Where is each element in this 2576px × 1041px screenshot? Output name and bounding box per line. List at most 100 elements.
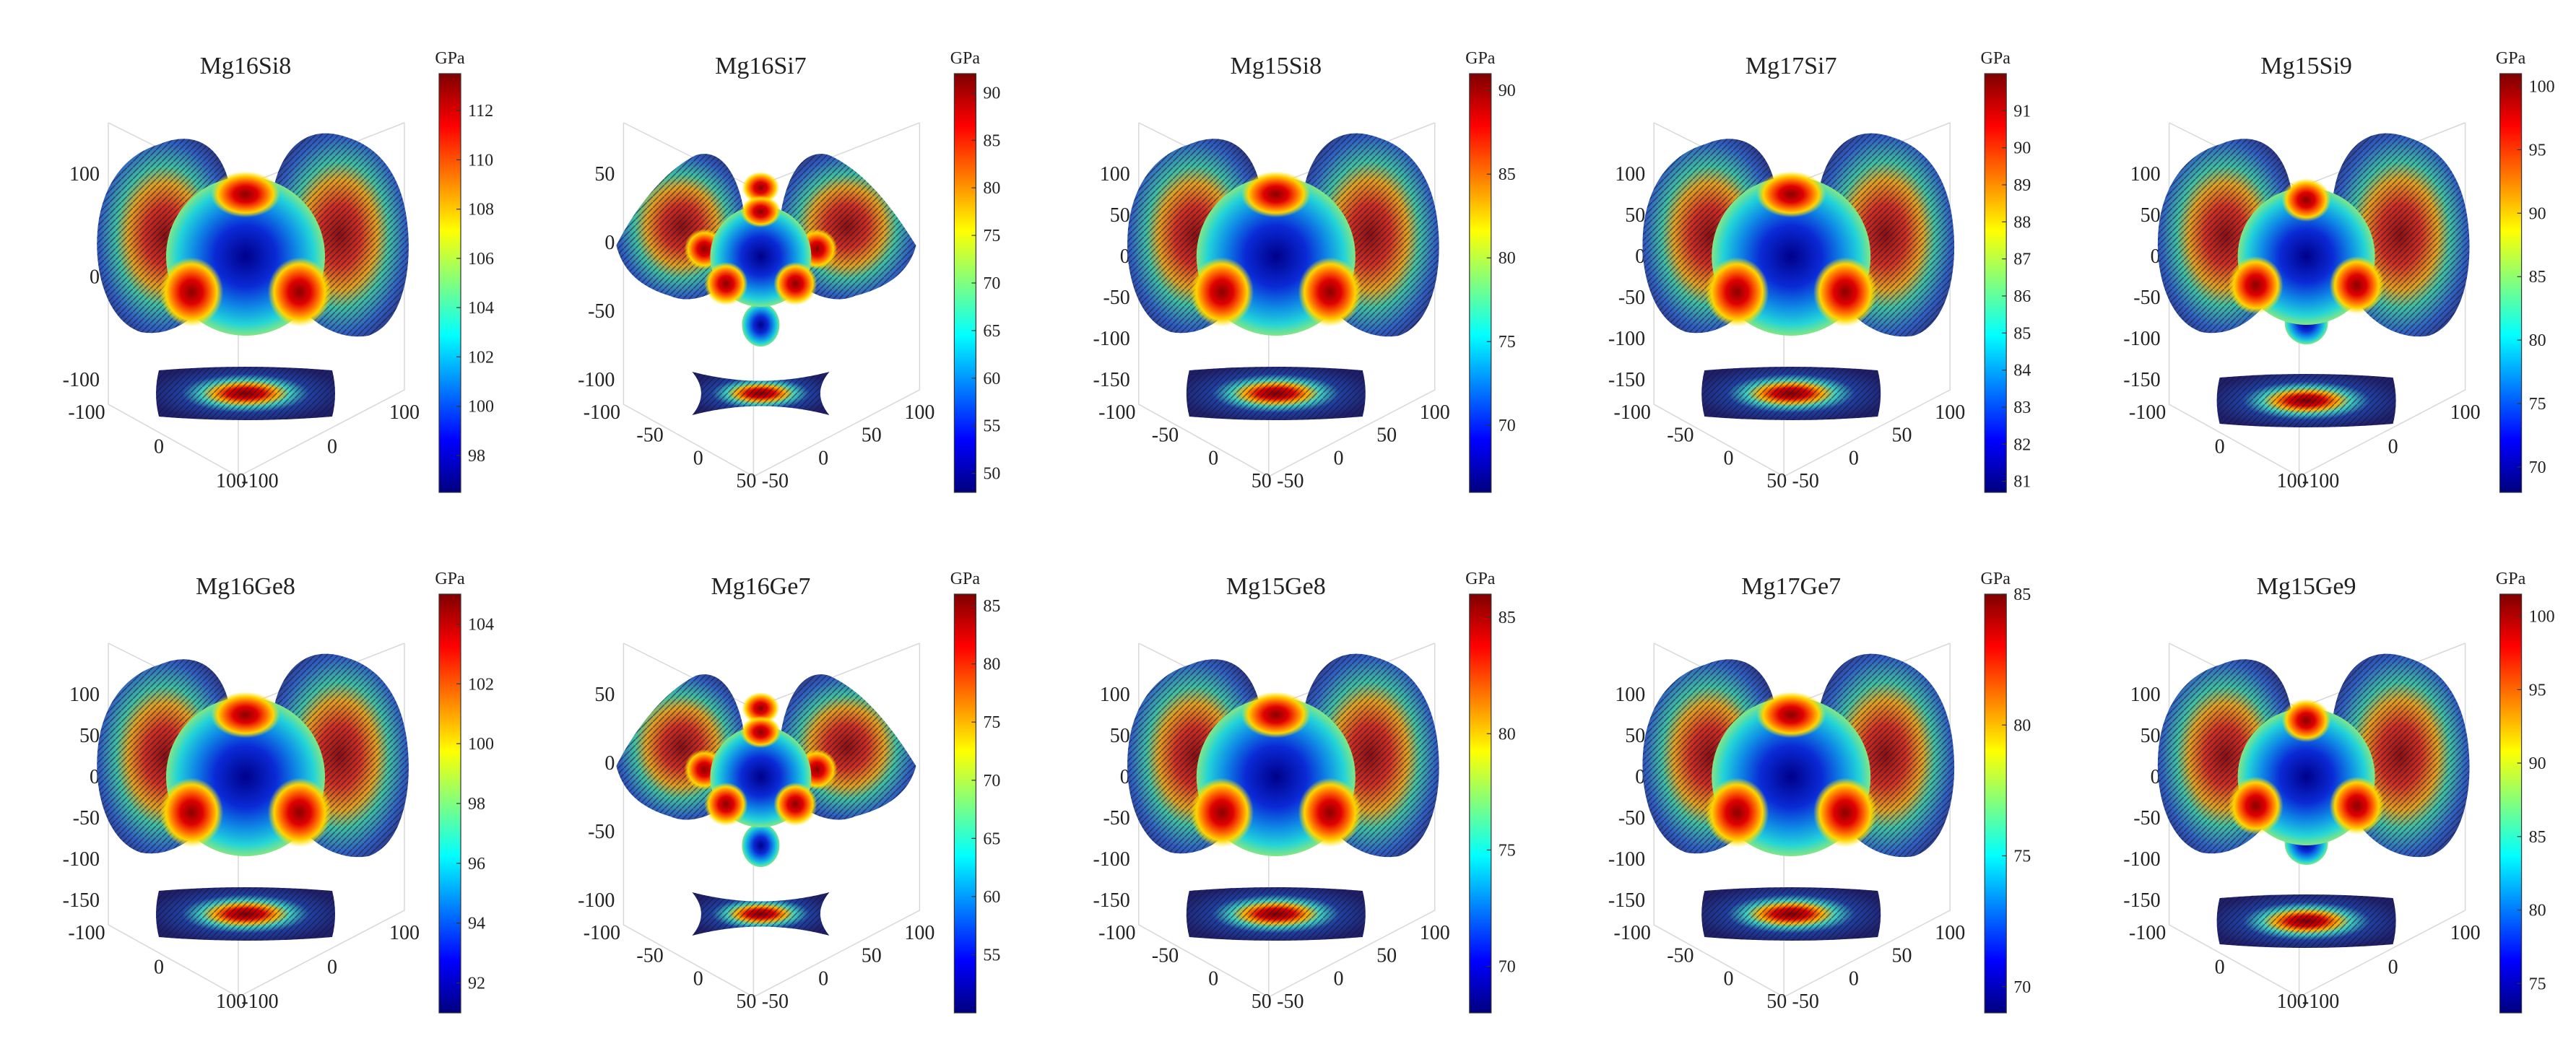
z-tick-label: -150 — [1608, 369, 1645, 391]
x-tick-label: 100 — [216, 990, 246, 1013]
colorbar-tick-label: 98 — [468, 447, 485, 466]
colorbar-tick-label: 106 — [468, 250, 494, 269]
y-tick-label: 100 — [2450, 922, 2481, 944]
z-tick-label: 100 — [1100, 684, 1130, 706]
x-tick-label: -100 — [1614, 922, 1651, 944]
panel-Mg15Ge8: 100500-50-100-150-100-50050100500-50Mg15… — [1093, 570, 1516, 1014]
z-tick-label: -50 — [1103, 807, 1129, 829]
x-tick-label: -100 — [2129, 922, 2166, 944]
y-tick-label: 100 — [1935, 922, 1965, 944]
y-tick-label: 0 — [1333, 447, 1343, 469]
colorbar-tick-label: 89 — [2013, 176, 2031, 195]
colorbar-tick-label: 70 — [1499, 417, 1516, 435]
panel-Mg15Si9: 100500-50-100-150-10001001000-100Mg15Si9… — [2123, 49, 2555, 493]
colorbar-tick-label: 85 — [1499, 165, 1516, 184]
bottom-projection — [1701, 887, 1881, 941]
colorbar-tick-label: 50 — [983, 465, 1000, 484]
z-tick-label: -100 — [2123, 848, 2160, 871]
colorbar-tick-label: 88 — [2013, 213, 2031, 232]
x-tick-label: -100 — [584, 401, 620, 424]
colorbar-tick-label: 104 — [468, 615, 494, 634]
colorbar-tick-label: 75 — [1499, 841, 1516, 860]
colorbar-unit: GPa — [950, 570, 981, 588]
x-tick-label: -50 — [1152, 945, 1179, 967]
surface-3d — [1190, 171, 1362, 336]
panel-title: Mg17Si7 — [1745, 53, 1837, 79]
colorbar: GPa 55 60 65 70 75 80 85 — [950, 570, 1000, 1014]
y-tick-label: 100 — [904, 401, 934, 424]
surface-3d — [1705, 692, 1877, 856]
z-tick-label: -50 — [1618, 287, 1645, 309]
y-tick-label: -50 — [762, 990, 789, 1013]
y-tick-label: 100 — [904, 922, 934, 944]
x-tick-label: 0 — [154, 436, 164, 458]
y-tick-label: 50 — [862, 424, 882, 447]
colorbar-tick-label: 91 — [2013, 102, 2031, 121]
bottom-projection — [1186, 887, 1366, 941]
colorbar-tick-label: 100 — [468, 398, 494, 417]
x-tick-label: 50 — [736, 990, 756, 1013]
colorbar-tick-label: 85 — [2013, 585, 2031, 604]
colorbar-tick-label: 85 — [2529, 268, 2546, 287]
surface-3d — [684, 172, 838, 347]
z-tick-label: -100 — [578, 889, 615, 912]
z-tick-label: -150 — [2123, 369, 2160, 391]
z-tick-label: -100 — [1093, 848, 1129, 871]
x-tick-label: 50 — [1252, 470, 1272, 492]
colorbar-unit: GPa — [435, 49, 465, 68]
colorbar-tick-label: 80 — [983, 179, 1000, 198]
colorbar-tick-label: 85 — [983, 597, 1000, 616]
y-tick-label: 100 — [389, 401, 420, 424]
colorbar-tick-label: 75 — [1499, 333, 1516, 352]
panel-title: Mg16Ge8 — [196, 573, 295, 600]
colorbar-tick-label: 80 — [2013, 716, 2031, 735]
x-tick-label: 50 — [1766, 470, 1787, 492]
x-tick-label: 0 — [693, 447, 703, 469]
x-tick-label: -50 — [1667, 424, 1694, 447]
z-tick-label: 50 — [1110, 204, 1130, 227]
panel-Mg15Ge9: 100500-50-100-150-10001001000-100Mg15Ge9… — [2123, 570, 2555, 1014]
x-tick-label: 0 — [1208, 447, 1218, 469]
z-tick-label: 100 — [1100, 163, 1130, 186]
panel-title: Mg17Ge7 — [1741, 573, 1841, 600]
colorbar-tick-label: 84 — [2013, 362, 2031, 380]
surface-3d — [160, 692, 331, 856]
z-tick-label: -50 — [588, 300, 615, 323]
bottom-projection — [156, 367, 335, 420]
z-tick-label: 0 — [90, 266, 100, 289]
z-tick-label: 100 — [2130, 684, 2161, 706]
panel-title: Mg15Si9 — [2260, 53, 2352, 79]
x-tick-label: 100 — [2277, 990, 2307, 1013]
colorbar-tick-label: 85 — [1499, 609, 1516, 627]
colorbar-tick-label: 100 — [2529, 78, 2555, 97]
colorbar: GPa 70 75 80 85 90 95 100 — [2496, 49, 2555, 493]
surface-3d — [2228, 699, 2385, 865]
colorbar-tick-label: 110 — [468, 151, 493, 170]
z-tick-label: -150 — [1093, 889, 1129, 912]
surface-3d — [160, 171, 331, 336]
colorbar-tick-label: 55 — [983, 417, 1000, 436]
x-tick-label: 0 — [1724, 967, 1734, 990]
bottom-projection — [692, 892, 830, 936]
colorbar-tick-label: 80 — [2529, 331, 2546, 350]
bottom-projection — [156, 887, 335, 941]
x-tick-label: -50 — [1667, 945, 1694, 967]
panel-title: Mg15Si8 — [1231, 53, 1322, 79]
colorbar-tick-label: 108 — [468, 201, 494, 219]
bottom-projection — [1186, 367, 1366, 420]
colorbar-tick-label: 95 — [2529, 681, 2546, 700]
colorbar-tick-label: 87 — [2013, 251, 2031, 269]
bottom-projection — [1701, 367, 1881, 420]
z-tick-label: -100 — [63, 369, 100, 391]
z-tick-label: -50 — [1618, 807, 1645, 829]
z-tick-label: 100 — [2130, 163, 2161, 186]
y-tick-label: -100 — [2302, 470, 2339, 492]
colorbar-tick-label: 94 — [468, 915, 485, 933]
z-tick-label: -100 — [1093, 328, 1129, 350]
colorbar-tick-label: 55 — [983, 946, 1000, 964]
z-tick-label: -50 — [2133, 287, 2160, 309]
x-tick-label: -100 — [68, 401, 105, 424]
y-tick-label: 50 — [1376, 945, 1397, 967]
z-tick-label: 50 — [1625, 204, 1645, 227]
